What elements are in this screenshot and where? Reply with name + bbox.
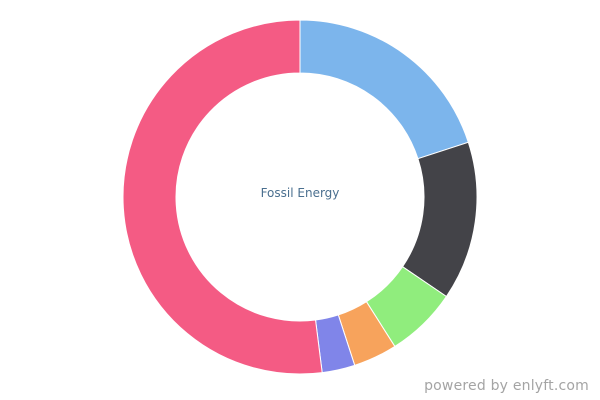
donut-slice-1[interactable] (299, 19, 469, 160)
powered-by-credit[interactable]: powered by enlyft.com (424, 378, 589, 394)
donut-slice-6[interactable] (122, 19, 323, 375)
donut-slice-2[interactable] (401, 141, 478, 298)
chart-center-label: Fossil Energy (260, 186, 340, 200)
